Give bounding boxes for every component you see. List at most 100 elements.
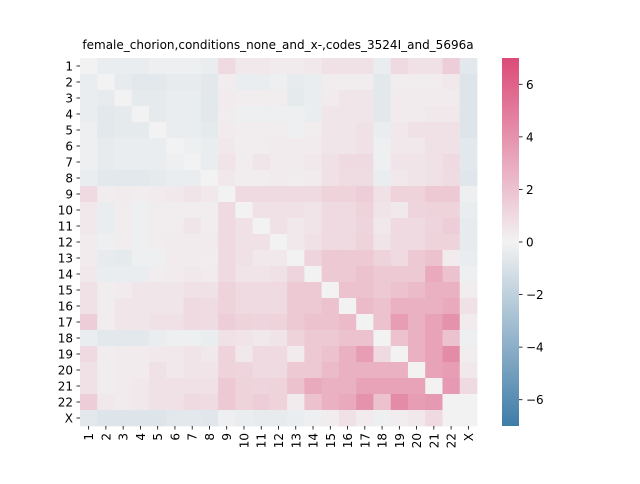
heatmap-cell xyxy=(149,298,167,315)
heatmap-cell xyxy=(97,90,115,107)
heatmap-cell xyxy=(252,410,271,427)
heatmap-cell xyxy=(149,122,167,139)
heatmap-cell xyxy=(442,186,461,203)
row-label: 19 xyxy=(58,348,73,362)
heatmap-cell xyxy=(459,218,478,235)
heatmap-cell xyxy=(252,170,271,187)
heatmap-cell xyxy=(235,170,254,187)
colorbar-ticks: −6 −4 −2 0 2 4 6 xyxy=(519,78,544,407)
heatmap-cell xyxy=(166,362,184,379)
heatmap-cell xyxy=(442,106,461,123)
heatmap-cell xyxy=(97,394,115,411)
heatmap-cell xyxy=(252,330,271,347)
heatmap-cell xyxy=(373,378,392,395)
heatmap-cell xyxy=(304,410,323,427)
heatmap-cell xyxy=(114,58,133,75)
heatmap-cell xyxy=(235,266,254,283)
heatmap-cell xyxy=(200,250,219,267)
heatmap-cell xyxy=(114,218,133,235)
heatmap-cell xyxy=(166,138,184,155)
heatmap-cell xyxy=(200,378,219,395)
heatmap-cell xyxy=(304,266,323,283)
row-label: 10 xyxy=(58,204,73,218)
row-label: 6 xyxy=(65,140,73,154)
heatmap-cell xyxy=(269,234,288,251)
heatmap-cell xyxy=(287,298,305,315)
heatmap-cell xyxy=(407,106,426,123)
heatmap-cell xyxy=(218,170,236,187)
heatmap-cell xyxy=(97,170,115,187)
heatmap-cell xyxy=(373,282,392,299)
heatmap-cell xyxy=(80,250,98,267)
heatmap-cell xyxy=(200,74,219,91)
heatmap-cell xyxy=(459,394,478,411)
heatmap-cell xyxy=(131,314,150,331)
heatmap-cell xyxy=(287,202,305,219)
heatmap-cell xyxy=(114,154,133,171)
heatmap-cell xyxy=(80,282,98,299)
heatmap-cell xyxy=(459,362,478,379)
heatmap-cell xyxy=(97,58,115,75)
heatmap-cell xyxy=(459,106,478,123)
column-labels: 1 2 3 4 5 6 7 8 9 10 11 12 13 14 15 16 17 18 19 20 21 22 X xyxy=(82,426,476,448)
heatmap-cell xyxy=(356,218,374,235)
heatmap-cell xyxy=(459,330,478,347)
heatmap-cell xyxy=(321,250,340,267)
heatmap-cell xyxy=(425,298,443,315)
heatmap-cell xyxy=(321,106,340,123)
heatmap-cell xyxy=(304,234,323,251)
column-label: 15 xyxy=(324,433,338,448)
heatmap-cell xyxy=(235,90,254,107)
heatmap-cell xyxy=(252,106,271,123)
heatmap-cell xyxy=(390,266,409,283)
heatmap-cell xyxy=(252,298,271,315)
column-label: 16 xyxy=(341,433,355,448)
heatmap-cell xyxy=(218,106,236,123)
heatmap-cell xyxy=(304,346,323,363)
heatmap-cell xyxy=(356,202,374,219)
heatmap-cell xyxy=(218,282,236,299)
heatmap-cell xyxy=(97,266,115,283)
heatmap-cell xyxy=(114,122,133,139)
heatmap-cell xyxy=(149,90,167,107)
heatmap-cell xyxy=(356,314,374,331)
heatmap-cell xyxy=(218,154,236,171)
heatmap-cell xyxy=(407,314,426,331)
heatmap-cell xyxy=(321,314,340,331)
colorbar-tick-label: 2 xyxy=(526,183,534,197)
heatmap-cell xyxy=(183,170,202,187)
heatmap-cell xyxy=(390,154,409,171)
heatmap-cell xyxy=(218,58,236,75)
heatmap-cell xyxy=(459,202,478,219)
heatmap-cell xyxy=(114,234,133,251)
row-label: 2 xyxy=(65,76,73,90)
heatmap-cell xyxy=(149,410,167,427)
heatmap-cell xyxy=(235,362,254,379)
heatmap-cell xyxy=(407,154,426,171)
heatmap-cell xyxy=(373,90,392,107)
heatmap-cell xyxy=(442,58,461,75)
heatmap-cell xyxy=(183,282,202,299)
heatmap-cell xyxy=(338,58,357,75)
heatmap-cell xyxy=(425,362,443,379)
heatmap-cell xyxy=(235,122,254,139)
heatmap-cell xyxy=(338,346,357,363)
heatmap-cell xyxy=(269,314,288,331)
heatmap-cell xyxy=(407,202,426,219)
heatmap-cell xyxy=(373,154,392,171)
heatmap-cell xyxy=(390,282,409,299)
heatmap-cell xyxy=(338,170,357,187)
heatmap-cell xyxy=(97,186,115,203)
heatmap-cell xyxy=(269,74,288,91)
column-label: 6 xyxy=(168,433,182,441)
heatmap-cell xyxy=(459,58,478,75)
heatmap-cell xyxy=(80,90,98,107)
heatmap-cell xyxy=(166,202,184,219)
column-label: 12 xyxy=(272,433,286,448)
heatmap-cell xyxy=(407,170,426,187)
column-label: 11 xyxy=(255,433,269,448)
heatmap-cell xyxy=(304,362,323,379)
heatmap-cell xyxy=(321,362,340,379)
heatmap-cell xyxy=(390,362,409,379)
